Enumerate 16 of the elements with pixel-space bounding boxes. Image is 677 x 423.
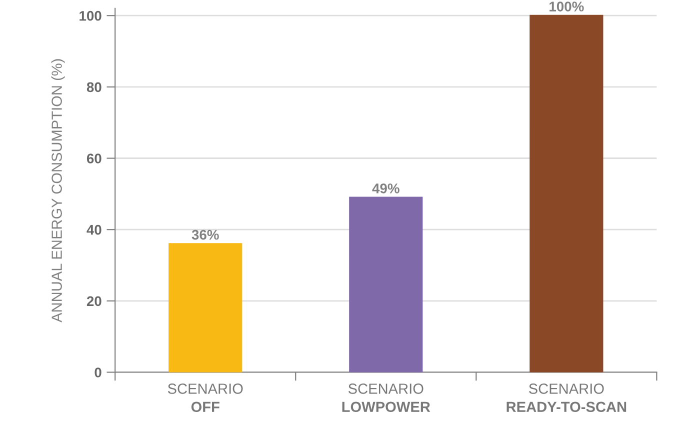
y-tick-label: 40	[86, 224, 102, 235]
data-label: 36%	[192, 230, 219, 240]
data-label: 49%	[372, 184, 400, 194]
data-label: 100%	[550, 2, 584, 12]
y-tick-label: 60	[86, 154, 102, 164]
y-tick-label: 20	[86, 296, 102, 306]
y-tick-label: 80	[86, 82, 102, 92]
y-tick-label: 0	[94, 368, 102, 378]
x-tick-label: SCENARIO READY-TO-SCAN	[506, 384, 626, 412]
bar	[530, 14, 604, 372]
x-tick-label: SCENARIO LOWPOWER	[342, 384, 430, 412]
x-tick-label: SCENARIO OFF	[168, 384, 243, 412]
y-axis-title: ANNUAL ENERGY CONSUMPTION (%)	[51, 59, 65, 322]
y-tick-label: 100	[80, 10, 102, 21]
bar	[349, 196, 423, 372]
bar	[168, 243, 242, 372]
